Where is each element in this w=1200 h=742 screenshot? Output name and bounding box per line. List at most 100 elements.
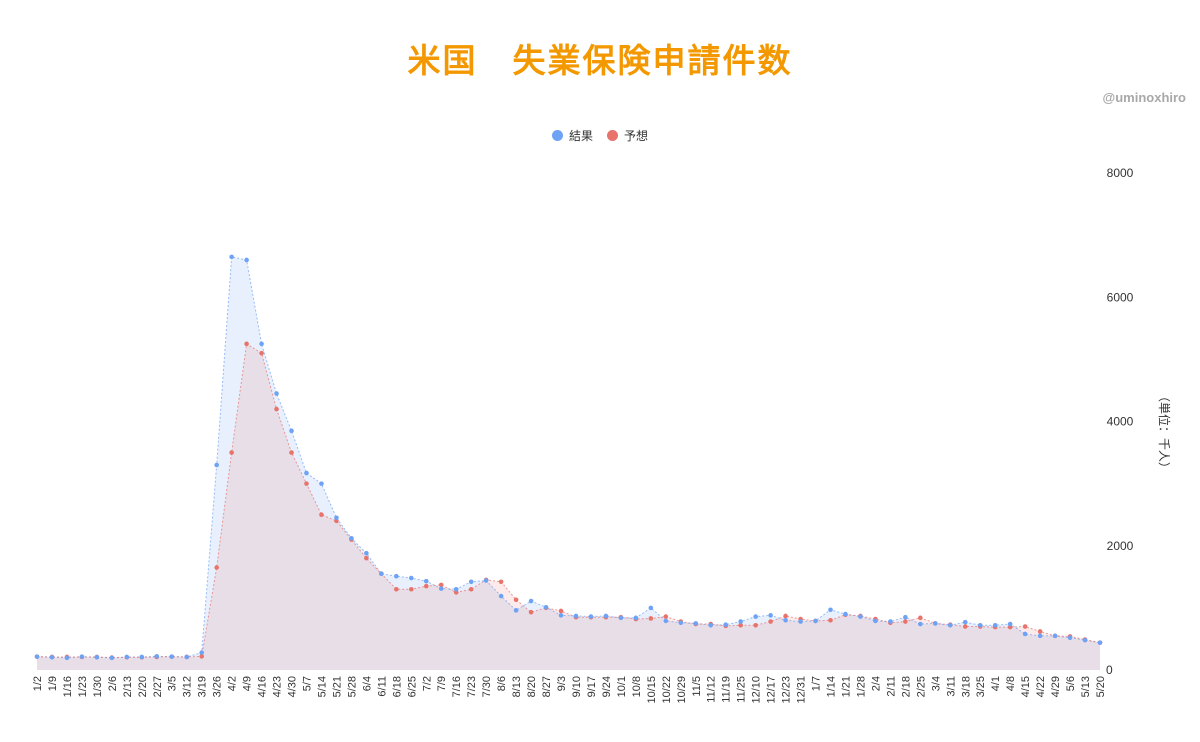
legend-item-actual[interactable]: 結果 — [551, 127, 593, 144]
data-point[interactable] — [992, 622, 998, 628]
data-point[interactable] — [349, 535, 354, 541]
legend-item-forecast[interactable]: 予想 — [607, 127, 648, 144]
data-point[interactable] — [528, 609, 534, 615]
data-point[interactable] — [573, 613, 579, 619]
data-point[interactable] — [513, 608, 519, 613]
data-point[interactable] — [1097, 640, 1103, 645]
data-point[interactable] — [1067, 635, 1073, 640]
data-point[interactable] — [1007, 621, 1013, 627]
data-point[interactable] — [394, 573, 399, 579]
data-point[interactable] — [693, 621, 699, 626]
data-point[interactable] — [768, 613, 773, 618]
data-point[interactable] — [753, 622, 758, 628]
data-point[interactable] — [558, 608, 564, 614]
data-point[interactable] — [214, 462, 219, 468]
data-point[interactable] — [828, 618, 833, 623]
data-point[interactable] — [663, 614, 669, 619]
data-point[interactable] — [1082, 637, 1088, 643]
data-point[interactable] — [229, 254, 234, 260]
data-point[interactable] — [289, 450, 294, 455]
data-point[interactable] — [319, 481, 324, 486]
data-point[interactable] — [843, 611, 848, 617]
data-point[interactable] — [304, 481, 309, 486]
data-point[interactable] — [483, 578, 489, 583]
data-point[interactable] — [977, 622, 983, 628]
data-point[interactable] — [648, 605, 654, 611]
data-point[interactable] — [199, 650, 204, 655]
data-point[interactable] — [558, 613, 564, 618]
data-point[interactable] — [708, 622, 714, 628]
data-point[interactable] — [828, 607, 833, 613]
data-point[interactable] — [154, 654, 160, 659]
data-point[interactable] — [453, 586, 459, 592]
data-point[interactable] — [274, 391, 279, 396]
data-point[interactable] — [1022, 624, 1028, 629]
data-point[interactable] — [768, 619, 773, 624]
data-point[interactable] — [1052, 633, 1058, 639]
data-point[interactable] — [423, 578, 429, 584]
data-point[interactable] — [903, 619, 908, 624]
data-point[interactable] — [858, 614, 863, 619]
data-point[interactable] — [109, 655, 115, 661]
data-point[interactable] — [903, 614, 908, 620]
data-point[interactable] — [139, 654, 145, 660]
data-point[interactable] — [34, 654, 40, 659]
data-point[interactable] — [64, 655, 70, 661]
data-point[interactable] — [259, 350, 264, 356]
data-point[interactable] — [184, 654, 190, 660]
data-point[interactable] — [528, 598, 534, 604]
data-point[interactable] — [423, 583, 429, 589]
data-point[interactable] — [513, 597, 519, 603]
data-point[interactable] — [783, 613, 788, 619]
data-point[interactable] — [94, 654, 100, 660]
data-point[interactable] — [169, 654, 175, 659]
data-point[interactable] — [334, 515, 339, 521]
data-point[interactable] — [663, 618, 669, 624]
data-point[interactable] — [962, 624, 968, 629]
data-point[interactable] — [79, 654, 85, 659]
data-point[interactable] — [753, 614, 758, 619]
data-point[interactable] — [49, 654, 55, 660]
data-point[interactable] — [873, 618, 878, 624]
data-point[interactable] — [364, 550, 369, 556]
data-point[interactable] — [229, 450, 234, 455]
data-point[interactable] — [798, 619, 803, 624]
data-point[interactable] — [618, 615, 624, 621]
data-point[interactable] — [603, 613, 609, 619]
data-point[interactable] — [588, 614, 594, 619]
data-point[interactable] — [918, 621, 923, 627]
data-point[interactable] — [199, 654, 204, 659]
data-point[interactable] — [438, 582, 444, 588]
data-point[interactable] — [468, 579, 474, 585]
data-point[interactable] — [813, 618, 818, 624]
data-point[interactable] — [633, 615, 639, 621]
data-point[interactable] — [498, 593, 504, 599]
data-point[interactable] — [962, 619, 968, 625]
data-point[interactable] — [259, 341, 264, 347]
data-point[interactable] — [319, 512, 324, 517]
data-point[interactable] — [124, 654, 130, 660]
data-point[interactable] — [498, 579, 504, 585]
data-point[interactable] — [738, 622, 743, 628]
data-point[interactable] — [304, 470, 309, 476]
data-point[interactable] — [947, 622, 953, 628]
data-point[interactable] — [438, 586, 444, 591]
data-point[interactable] — [738, 619, 743, 624]
data-point[interactable] — [408, 586, 414, 592]
data-point[interactable] — [274, 406, 279, 412]
data-point[interactable] — [244, 257, 249, 263]
data-point[interactable] — [394, 586, 399, 592]
data-point[interactable] — [408, 575, 414, 581]
data-point[interactable] — [289, 428, 294, 434]
data-point[interactable] — [648, 616, 654, 621]
data-point[interactable] — [678, 620, 684, 626]
data-point[interactable] — [364, 555, 369, 561]
data-point[interactable] — [543, 604, 549, 610]
data-point[interactable] — [379, 571, 384, 577]
data-point[interactable] — [1022, 631, 1028, 637]
data-point[interactable] — [933, 621, 938, 626]
data-point[interactable] — [244, 341, 249, 347]
data-point[interactable] — [723, 622, 729, 627]
data-point[interactable] — [1037, 633, 1043, 639]
data-point[interactable] — [214, 565, 219, 570]
